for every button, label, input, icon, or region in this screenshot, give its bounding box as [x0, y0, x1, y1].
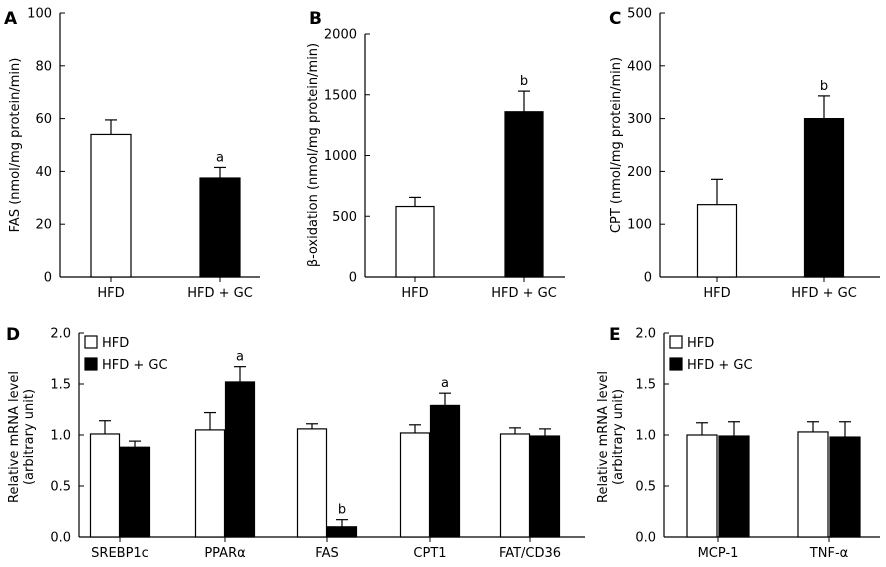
category-label: HFD + GC [491, 286, 557, 301]
bar [90, 133, 132, 278]
y-axis-title-line2: (arbitrary unit) [22, 389, 37, 485]
chart-panel-e: E 0.0 0.5 1.0 1.5 2.0 Relative mRNA level (arbi… [596, 325, 880, 561]
bar [529, 435, 561, 538]
significance-label: a [236, 350, 244, 365]
y-axis-title: CPT (nmol/mg protein/min) [609, 57, 624, 233]
bar [199, 177, 241, 278]
significance-label: b [820, 79, 828, 94]
category-label: MCP-1 [698, 546, 739, 561]
legend-label: HFD + GC [102, 358, 168, 373]
y-tick-label: 1.5 [635, 378, 656, 393]
y-tick-label: 200 [627, 165, 652, 180]
y-tick-label: 0 [349, 271, 357, 286]
panel-letter: E [609, 325, 621, 345]
y-tick-label: 1.5 [50, 378, 71, 393]
category-label: PPARα [204, 546, 245, 561]
y-tick-label: 2.0 [635, 327, 656, 342]
category-label: CPT1 [413, 546, 446, 561]
significance-label: a [216, 150, 224, 165]
y-tick-label: 1.0 [635, 429, 656, 444]
panel-letter: A [4, 9, 18, 29]
y-tick-label: 500 [627, 7, 652, 22]
category-label: FAS [315, 546, 338, 561]
panel-letter: C [609, 9, 621, 29]
legend-swatch [84, 357, 98, 371]
legend-swatch [669, 357, 683, 371]
bar [686, 434, 718, 538]
y-tick-label: 1.0 [50, 429, 71, 444]
bar [803, 117, 845, 278]
y-axis-title: FAS (nmol/mg protein/min) [8, 58, 23, 233]
chart-panel-d: D 0.0 0.5 1.0 1.5 2.0 Relative mRNA level (arbi… [6, 325, 585, 561]
y-tick-label: 500 [332, 210, 357, 225]
significance-label: a [441, 376, 449, 391]
bar [429, 404, 461, 538]
bar [296, 428, 328, 538]
y-axis-title: Relative mRNA level [7, 371, 22, 503]
category-label: FAT/CD36 [499, 546, 561, 561]
category-label: TNF-α [809, 546, 848, 561]
y-tick-label: 0.0 [50, 531, 71, 546]
y-tick-label: 0.5 [50, 480, 71, 495]
y-tick-label: 60 [35, 112, 52, 127]
y-tick-label: 2.0 [50, 327, 71, 342]
y-tick-label: 20 [35, 218, 52, 233]
y-tick-label: 0.5 [635, 480, 656, 495]
bar [499, 433, 531, 538]
y-axis-title: Relative mRNA level [596, 371, 611, 503]
category-label: HFD + GC [791, 286, 857, 301]
y-tick-label: 100 [27, 7, 52, 22]
bar [194, 429, 226, 538]
bar [718, 435, 750, 538]
y-tick-label: 100 [627, 218, 652, 233]
category-label: HFD [703, 286, 730, 301]
y-tick-label: 2000 [324, 28, 357, 43]
y-tick-label: 0 [644, 271, 652, 286]
panel-letter: B [309, 9, 322, 29]
bar [89, 433, 121, 538]
legend-label: HFD + GC [687, 358, 753, 373]
category-label: HFD + GC [187, 286, 253, 301]
panel-letter: D [6, 325, 20, 345]
y-tick-label: 0.0 [635, 531, 656, 546]
bar [119, 446, 151, 538]
y-tick-label: 40 [35, 165, 52, 180]
bar [399, 432, 431, 538]
bar [504, 111, 544, 278]
chart-panel-a: A 0 20 40 60 80 100 FAS (nmol/mg protein/min) HF… [4, 7, 260, 301]
significance-label: b [338, 503, 346, 518]
y-tick-label: 300 [627, 112, 652, 127]
legend-swatch [669, 335, 683, 349]
bar [696, 204, 738, 278]
bar [224, 381, 256, 538]
y-tick-label: 1000 [324, 149, 357, 164]
y-axis-title-line2: (arbitrary unit) [611, 389, 626, 485]
bar [326, 526, 358, 538]
legend-label: HFD [102, 336, 129, 351]
bar [395, 205, 435, 278]
bar [797, 431, 829, 538]
category-label: SREBP1c [91, 546, 149, 561]
significance-label: b [520, 74, 528, 89]
y-axis-title: β-oxidation (nmol/mg protein/min) [306, 43, 321, 267]
y-tick-label: 0 [44, 271, 52, 286]
category-label: HFD [401, 286, 428, 301]
bar [829, 436, 861, 538]
legend-label: HFD [687, 336, 714, 351]
y-tick-label: 80 [35, 59, 52, 74]
y-tick-label: 400 [627, 59, 652, 74]
legend-swatch [84, 335, 98, 349]
y-tick-label: 1500 [324, 88, 357, 103]
category-label: HFD [97, 286, 124, 301]
chart-panel-c: C 0 100 200 300 400 500 CPT (nmol/mg protein/mi… [609, 7, 880, 301]
